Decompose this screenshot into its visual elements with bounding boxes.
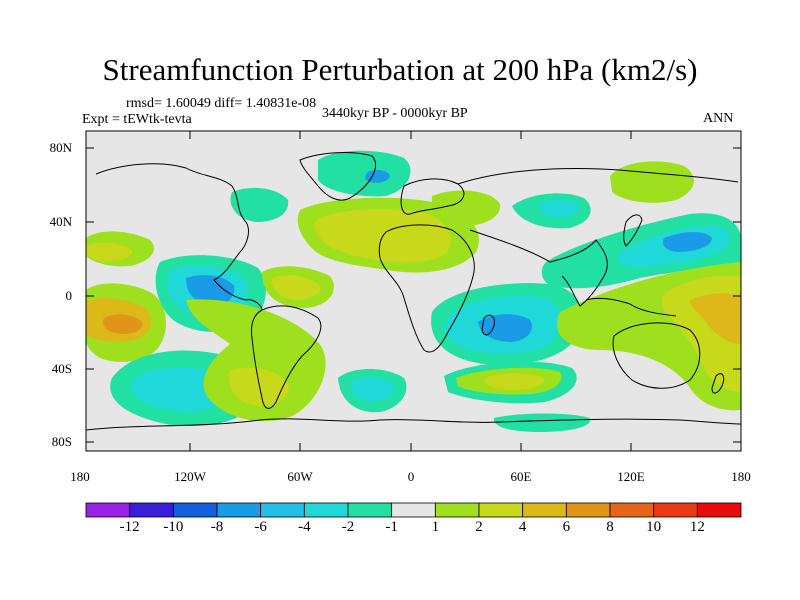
coast-antarctica — [86, 418, 741, 431]
colorbar-swatch-4 — [260, 502, 305, 518]
season-text: ANN — [703, 111, 734, 126]
anomaly-central-america-blue — [186, 275, 235, 306]
colorbar-swatch-3 — [216, 502, 262, 518]
anomaly-south-pacific-lightblue — [130, 367, 229, 412]
colorbar-swatch-2 — [172, 502, 218, 518]
lat-label-eq: 0 — [65, 288, 73, 303]
colorbar-label-1: -10 — [163, 519, 184, 535]
anomaly-greenland-blue — [365, 169, 390, 183]
anomaly-sw-pacific-darkorange — [103, 314, 143, 334]
contour-field — [86, 131, 741, 451]
coast-north-america — [95, 163, 263, 311]
colorbar-swatch-8 — [434, 502, 480, 518]
colorbar-swatch-0 — [85, 502, 131, 518]
colorbar-label-10: 6 — [562, 519, 571, 535]
colorbar-label-2: -8 — [210, 519, 224, 535]
anomaly-siberia-lightblue — [539, 199, 579, 218]
coastlines — [86, 152, 741, 431]
colorbar-label-3: -6 — [254, 519, 267, 535]
lon-label-60e: 60E — [510, 469, 532, 484]
lat-label-80n: 80N — [49, 140, 72, 155]
plot-title: Streamfunction Perturbation at 200 hPa (… — [102, 52, 698, 87]
colorbar-label-5: -2 — [341, 519, 355, 535]
lat-label-40s: 40S — [51, 361, 72, 376]
anomaly-antarctic-negative — [493, 413, 591, 432]
anomaly-south-indian-olive — [483, 373, 545, 390]
period-text: 3440kyr BP - 0000kyr BP — [322, 106, 468, 121]
colorbar-label-7: 1 — [431, 519, 440, 535]
colorbar-swatch-1 — [129, 502, 174, 518]
coast-greenland — [299, 152, 377, 201]
stats-text: rmsd= 1.60049 diff= 1.40831e-08 — [126, 96, 317, 111]
coast-new-zealand — [711, 373, 725, 394]
coast-asia — [457, 168, 739, 307]
coast-australia — [612, 322, 701, 389]
colorbar-label-0: -12 — [119, 519, 140, 535]
coast-europe — [400, 178, 465, 215]
lat-label-40n: 40N — [49, 214, 72, 229]
colorbar-swatch-7 — [391, 502, 436, 518]
anomaly-indian-ocean-blue — [478, 314, 532, 342]
anomaly-central-asia-positive — [431, 190, 501, 226]
anomaly-south-atlantic-lightblue — [351, 377, 395, 402]
experiment-text: Expt = tEWtk-tevta — [82, 112, 192, 127]
anomaly-greenland-negative — [318, 150, 411, 197]
colorbar-swatch-11 — [565, 502, 611, 518]
lon-label-120w: 120W — [174, 469, 206, 484]
colorbar-swatch-9 — [478, 502, 524, 518]
lon-label-180e: 180 — [731, 469, 751, 484]
coast-south-america — [251, 305, 322, 409]
colorbar-swatch-12 — [609, 502, 655, 518]
coast-madagascar — [481, 314, 495, 336]
colorbar-label-6: -1 — [385, 519, 398, 535]
anomaly-south-america-positive — [186, 299, 326, 422]
anomaly-nw-pacific-blue — [662, 232, 712, 252]
coast-africa — [378, 224, 475, 353]
colorbar-label-9: 4 — [518, 519, 527, 535]
colorbar-swatch-5 — [303, 502, 349, 518]
colorbar-label-4: -4 — [298, 519, 311, 535]
lon-label-60w: 60W — [287, 469, 313, 484]
lat-label-80s: 80S — [51, 434, 72, 449]
axis-ticks — [86, 131, 741, 451]
colorbar-swatch-10 — [522, 502, 567, 518]
lon-label-120e: 120E — [617, 469, 645, 484]
colorbar — [85, 502, 742, 518]
lon-label-180w: 180 — [70, 469, 90, 484]
coast-indonesia — [585, 297, 677, 317]
map-frame — [85, 130, 742, 452]
colorbar-label-8: 2 — [475, 519, 483, 535]
colorbar-label-13: 12 — [689, 519, 705, 535]
anomaly-north-pacific-positive — [610, 161, 694, 203]
anomaly-north-america-negative — [230, 187, 289, 222]
anomaly-ne-pacific-orange — [86, 242, 133, 262]
anomaly-atlantic-olive — [271, 275, 321, 300]
colorbar-swatch-13 — [653, 502, 698, 518]
anomaly-south-america-olive — [229, 367, 289, 406]
colorbar-swatch-14 — [696, 502, 742, 518]
colorbar-swatch-6 — [347, 502, 393, 518]
colorbar-label-12: 10 — [646, 519, 662, 535]
colorbar-label-11: 8 — [606, 519, 614, 535]
lon-label-0: 0 — [407, 469, 415, 484]
anomaly-west-pacific-orange — [690, 293, 741, 344]
coast-japan — [623, 214, 643, 247]
